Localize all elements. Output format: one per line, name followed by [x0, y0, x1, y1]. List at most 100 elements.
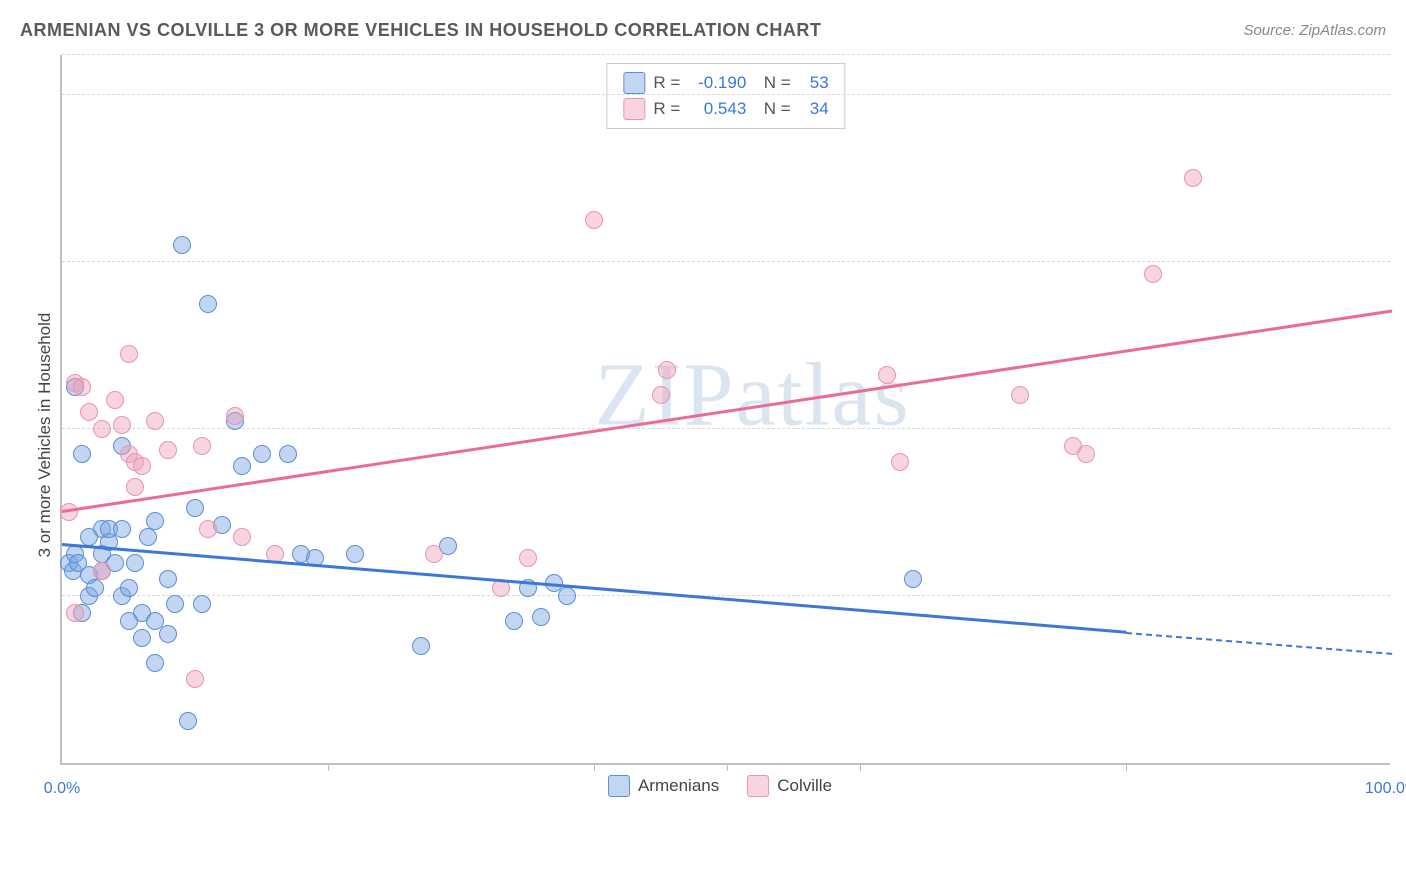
- legend-swatch: [623, 98, 645, 120]
- data-point: [1144, 265, 1162, 283]
- legend-r-label: R =: [653, 73, 680, 93]
- gridline: [62, 428, 1390, 429]
- legend-r-label: R =: [653, 99, 680, 119]
- data-point: [658, 361, 676, 379]
- data-point: [186, 670, 204, 688]
- data-point: [505, 612, 523, 630]
- data-point: [133, 457, 151, 475]
- trend-line: [1126, 632, 1392, 655]
- x-tick: [328, 763, 329, 771]
- data-point: [226, 407, 244, 425]
- legend-r-value: 0.543: [688, 99, 746, 119]
- x-tick: [1126, 763, 1127, 771]
- data-point: [159, 441, 177, 459]
- data-point: [179, 712, 197, 730]
- data-point: [891, 453, 909, 471]
- trend-line: [62, 309, 1392, 512]
- legend-item: Colville: [747, 775, 832, 797]
- legend-n-value: 34: [799, 99, 829, 119]
- data-point: [425, 545, 443, 563]
- x-tick: [860, 763, 861, 771]
- chart-header: ARMENIAN VS COLVILLE 3 OR MORE VEHICLES …: [20, 20, 1386, 41]
- x-tick-label: 0.0%: [44, 780, 80, 798]
- data-point: [558, 587, 576, 605]
- data-point: [113, 520, 131, 538]
- data-point: [66, 604, 84, 622]
- legend-row: R = 0.543 N = 34: [623, 96, 828, 122]
- data-point: [199, 520, 217, 538]
- gridline: [62, 595, 1390, 596]
- data-point: [159, 570, 177, 588]
- y-tick-label: 20.0%: [1398, 569, 1406, 587]
- series-legend: Armenians Colville: [608, 775, 832, 797]
- gridline: [62, 261, 1390, 262]
- data-point: [233, 457, 251, 475]
- legend-swatch: [623, 72, 645, 94]
- data-point: [73, 445, 91, 463]
- data-point: [86, 579, 104, 597]
- legend-series-label: Armenians: [638, 776, 719, 796]
- chart-area: 3 or more Vehicles in Household ZIPatlas…: [50, 55, 1390, 815]
- data-point: [1077, 445, 1095, 463]
- data-point: [146, 654, 164, 672]
- data-point: [113, 416, 131, 434]
- data-point: [159, 625, 177, 643]
- data-point: [126, 478, 144, 496]
- data-point: [139, 528, 157, 546]
- data-point: [126, 554, 144, 572]
- legend-item: Armenians: [608, 775, 719, 797]
- data-point: [93, 420, 111, 438]
- data-point: [1184, 169, 1202, 187]
- data-point: [279, 445, 297, 463]
- data-point: [233, 528, 251, 546]
- legend-swatch: [747, 775, 769, 797]
- data-point: [146, 512, 164, 530]
- data-point: [173, 236, 191, 254]
- legend-n-label: N =: [754, 73, 790, 93]
- data-point: [904, 570, 922, 588]
- legend-n-value: 53: [799, 73, 829, 93]
- data-point: [166, 595, 184, 613]
- y-tick-label: 40.0%: [1398, 402, 1406, 420]
- source-label: Source: ZipAtlas.com: [1243, 22, 1386, 39]
- x-tick-label: 100.0%: [1365, 780, 1406, 798]
- data-point: [193, 595, 211, 613]
- data-point: [878, 366, 896, 384]
- data-point: [120, 579, 138, 597]
- data-point: [93, 562, 111, 580]
- legend-r-value: -0.190: [688, 73, 746, 93]
- y-axis-label: 3 or more Vehicles in Household: [35, 313, 55, 558]
- legend-n-label: N =: [754, 99, 790, 119]
- data-point: [346, 545, 364, 563]
- data-point: [106, 391, 124, 409]
- data-point: [193, 437, 211, 455]
- data-point: [652, 386, 670, 404]
- legend-swatch: [608, 775, 630, 797]
- data-point: [120, 345, 138, 363]
- gridline: [62, 54, 1390, 55]
- data-point: [532, 608, 550, 626]
- correlation-legend: R = -0.190 N = 53 R = 0.543 N = 34: [606, 63, 845, 129]
- data-point: [80, 403, 98, 421]
- data-point: [146, 412, 164, 430]
- data-point: [412, 637, 430, 655]
- chart-title: ARMENIAN VS COLVILLE 3 OR MORE VEHICLES …: [20, 20, 821, 41]
- data-point: [585, 211, 603, 229]
- plot-region: ZIPatlas R =-0.190 N =53R =0.543 N =34 2…: [60, 55, 1390, 765]
- data-point: [199, 295, 217, 313]
- legend-series-label: Colville: [777, 776, 832, 796]
- data-point: [133, 629, 151, 647]
- data-point: [186, 499, 204, 517]
- gridline: [62, 94, 1390, 95]
- data-point: [1011, 386, 1029, 404]
- x-tick: [594, 763, 595, 771]
- data-point: [73, 378, 91, 396]
- watermark: ZIPatlas: [595, 343, 911, 446]
- trend-line: [62, 543, 1126, 633]
- y-tick-label: 80.0%: [1398, 68, 1406, 86]
- legend-row: R = -0.190 N = 53: [623, 70, 828, 96]
- data-point: [253, 445, 271, 463]
- y-tick-label: 60.0%: [1398, 235, 1406, 253]
- data-point: [519, 549, 537, 567]
- x-tick: [727, 763, 728, 771]
